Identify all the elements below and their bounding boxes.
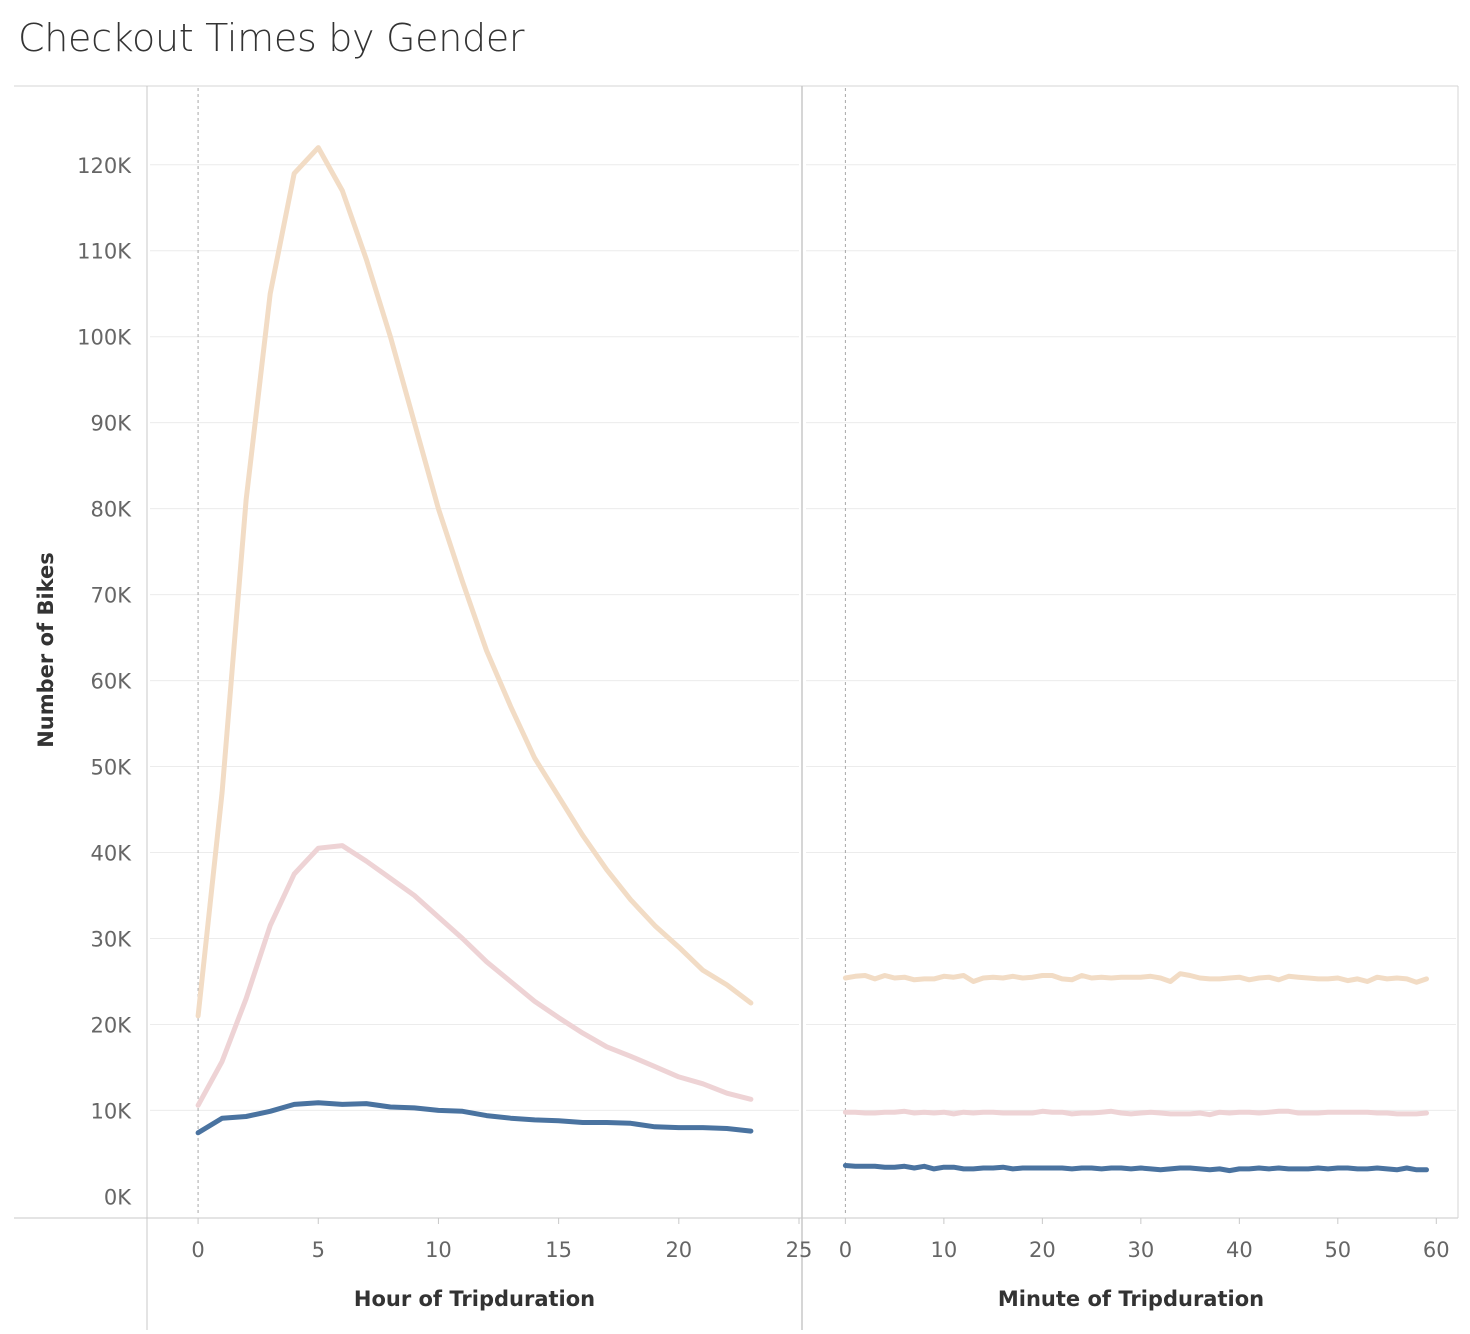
x-tick-label: 20 [665,1238,692,1262]
y-tick-label: 40K [91,842,133,866]
x-tick-label: 30 [1127,1238,1154,1262]
y-tick-label: 100K [77,326,132,350]
y-tick-label: 30K [91,927,133,951]
series-line-1 [842,1108,1429,1118]
hour-panel: 0 5 10 15 20 25 [191,88,812,1262]
y-axis: 0K 10K 20K 30K 40K 50K 60K 70K 80K 90K 100K 110K 120… [77,154,132,1210]
series-line-0 [195,145,754,1019]
y-tick-label: 60K [91,670,133,694]
y-tick-label: 0K [104,1185,132,1209]
x-tick-label: 50 [1324,1238,1351,1262]
series-line-2 [842,1163,1429,1174]
y-tick-label: 70K [91,584,133,608]
y-tick-label: 90K [91,412,133,436]
x-axis-title-hour: Hour of Tripduration [354,1287,595,1311]
grid-lines [150,164,1456,1111]
x-tick-label: 0 [191,1238,204,1262]
x-tick-label: 5 [312,1238,325,1262]
x-tick-label: 15 [545,1238,572,1262]
chart-title: Checkout Times by Gender [18,16,525,60]
x-axis-title-minute: Minute of Tripduration [998,1287,1264,1311]
x-tick-label: 20 [1029,1238,1056,1262]
chart-frame [14,85,1459,1330]
x-tick-label: 25 [786,1238,813,1262]
y-axis-title: Number of Bikes [34,552,58,748]
y-tick-label: 50K [91,756,133,780]
x-tick-label: 10 [931,1238,958,1262]
series-line-1 [195,843,754,1108]
x-tick-label: 0 [839,1238,852,1262]
y-tick-label: 10K [91,1099,133,1123]
x-tick-label: 40 [1226,1238,1253,1262]
x-tick-label: 10 [425,1238,452,1262]
series-line-2 [195,1100,754,1136]
series-line-0 [842,971,1429,985]
y-tick-label: 110K [77,240,132,264]
minute-panel: 0 10 20 30 40 50 60 [839,88,1450,1262]
x-tick-label: 60 [1423,1238,1450,1262]
y-tick-label: 20K [91,1013,133,1037]
y-tick-label: 120K [77,154,132,178]
y-tick-label: 80K [91,498,133,522]
